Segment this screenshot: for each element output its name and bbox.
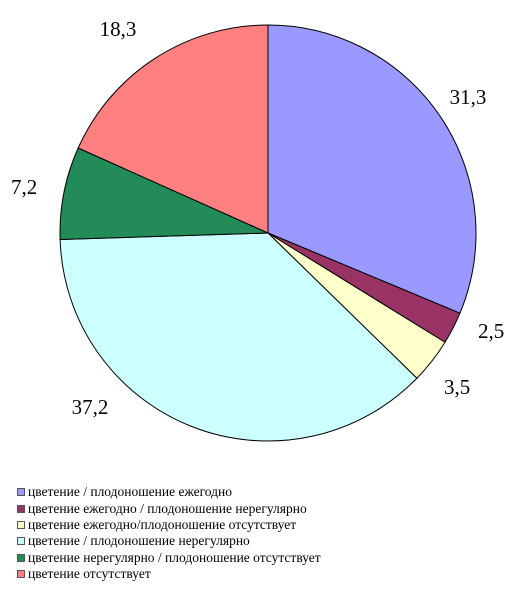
legend-swatch [17,488,25,497]
pie-data-label: 18,3 [100,17,137,41]
legend-label: цветение нерегулярно / плодоношение отсу… [28,549,321,565]
legend-swatch [17,570,25,579]
legend-label: цветение ежегодно/плодоношение отсутству… [28,516,297,532]
legend-label: цветение отсутствует [28,566,151,582]
legend-swatch [17,553,25,562]
pie-data-label: 2,5 [478,319,504,343]
legend-label: цветение / плодоношение ежегодно [28,484,233,500]
pie-slice [77,24,269,234]
legend-item: цветение / плодоношение нерегулярно [17,533,321,549]
legend-label: цветение ежегодно / плодоношение нерегул… [28,500,307,516]
pie-slice [267,24,477,314]
pie-slices [59,24,477,442]
pie-chart: 31,3 2,5 3,5 37,2 7,2 18,3 [11,17,504,442]
legend-item: цветение / плодоношение ежегодно [17,484,321,500]
pie-data-label: 37,2 [72,395,109,419]
pie-data-labels: 31,3 2,5 3,5 37,2 7,2 18,3 [11,17,504,419]
chart-legend: цветение / плодоношение ежегодно цветение… [17,484,321,582]
legend-item: цветение ежегодно/плодоношение отсутству… [17,517,321,533]
legend-swatch [17,537,25,546]
legend-item: цветение нерегулярно / плодоношение отсу… [17,550,321,566]
pie-slice [59,232,418,442]
legend-item: цветение отсутствует [17,566,321,582]
pie-data-label: 31,3 [450,85,487,109]
pie-data-label: 7,2 [11,175,37,199]
pie-data-label: 3,5 [444,375,470,399]
legend-swatch [17,504,25,513]
legend-swatch [17,520,25,529]
legend-item: цветение ежегодно / плодоношение нерегул… [17,500,321,516]
legend-label: цветение / плодоношение нерегулярно [28,533,250,549]
